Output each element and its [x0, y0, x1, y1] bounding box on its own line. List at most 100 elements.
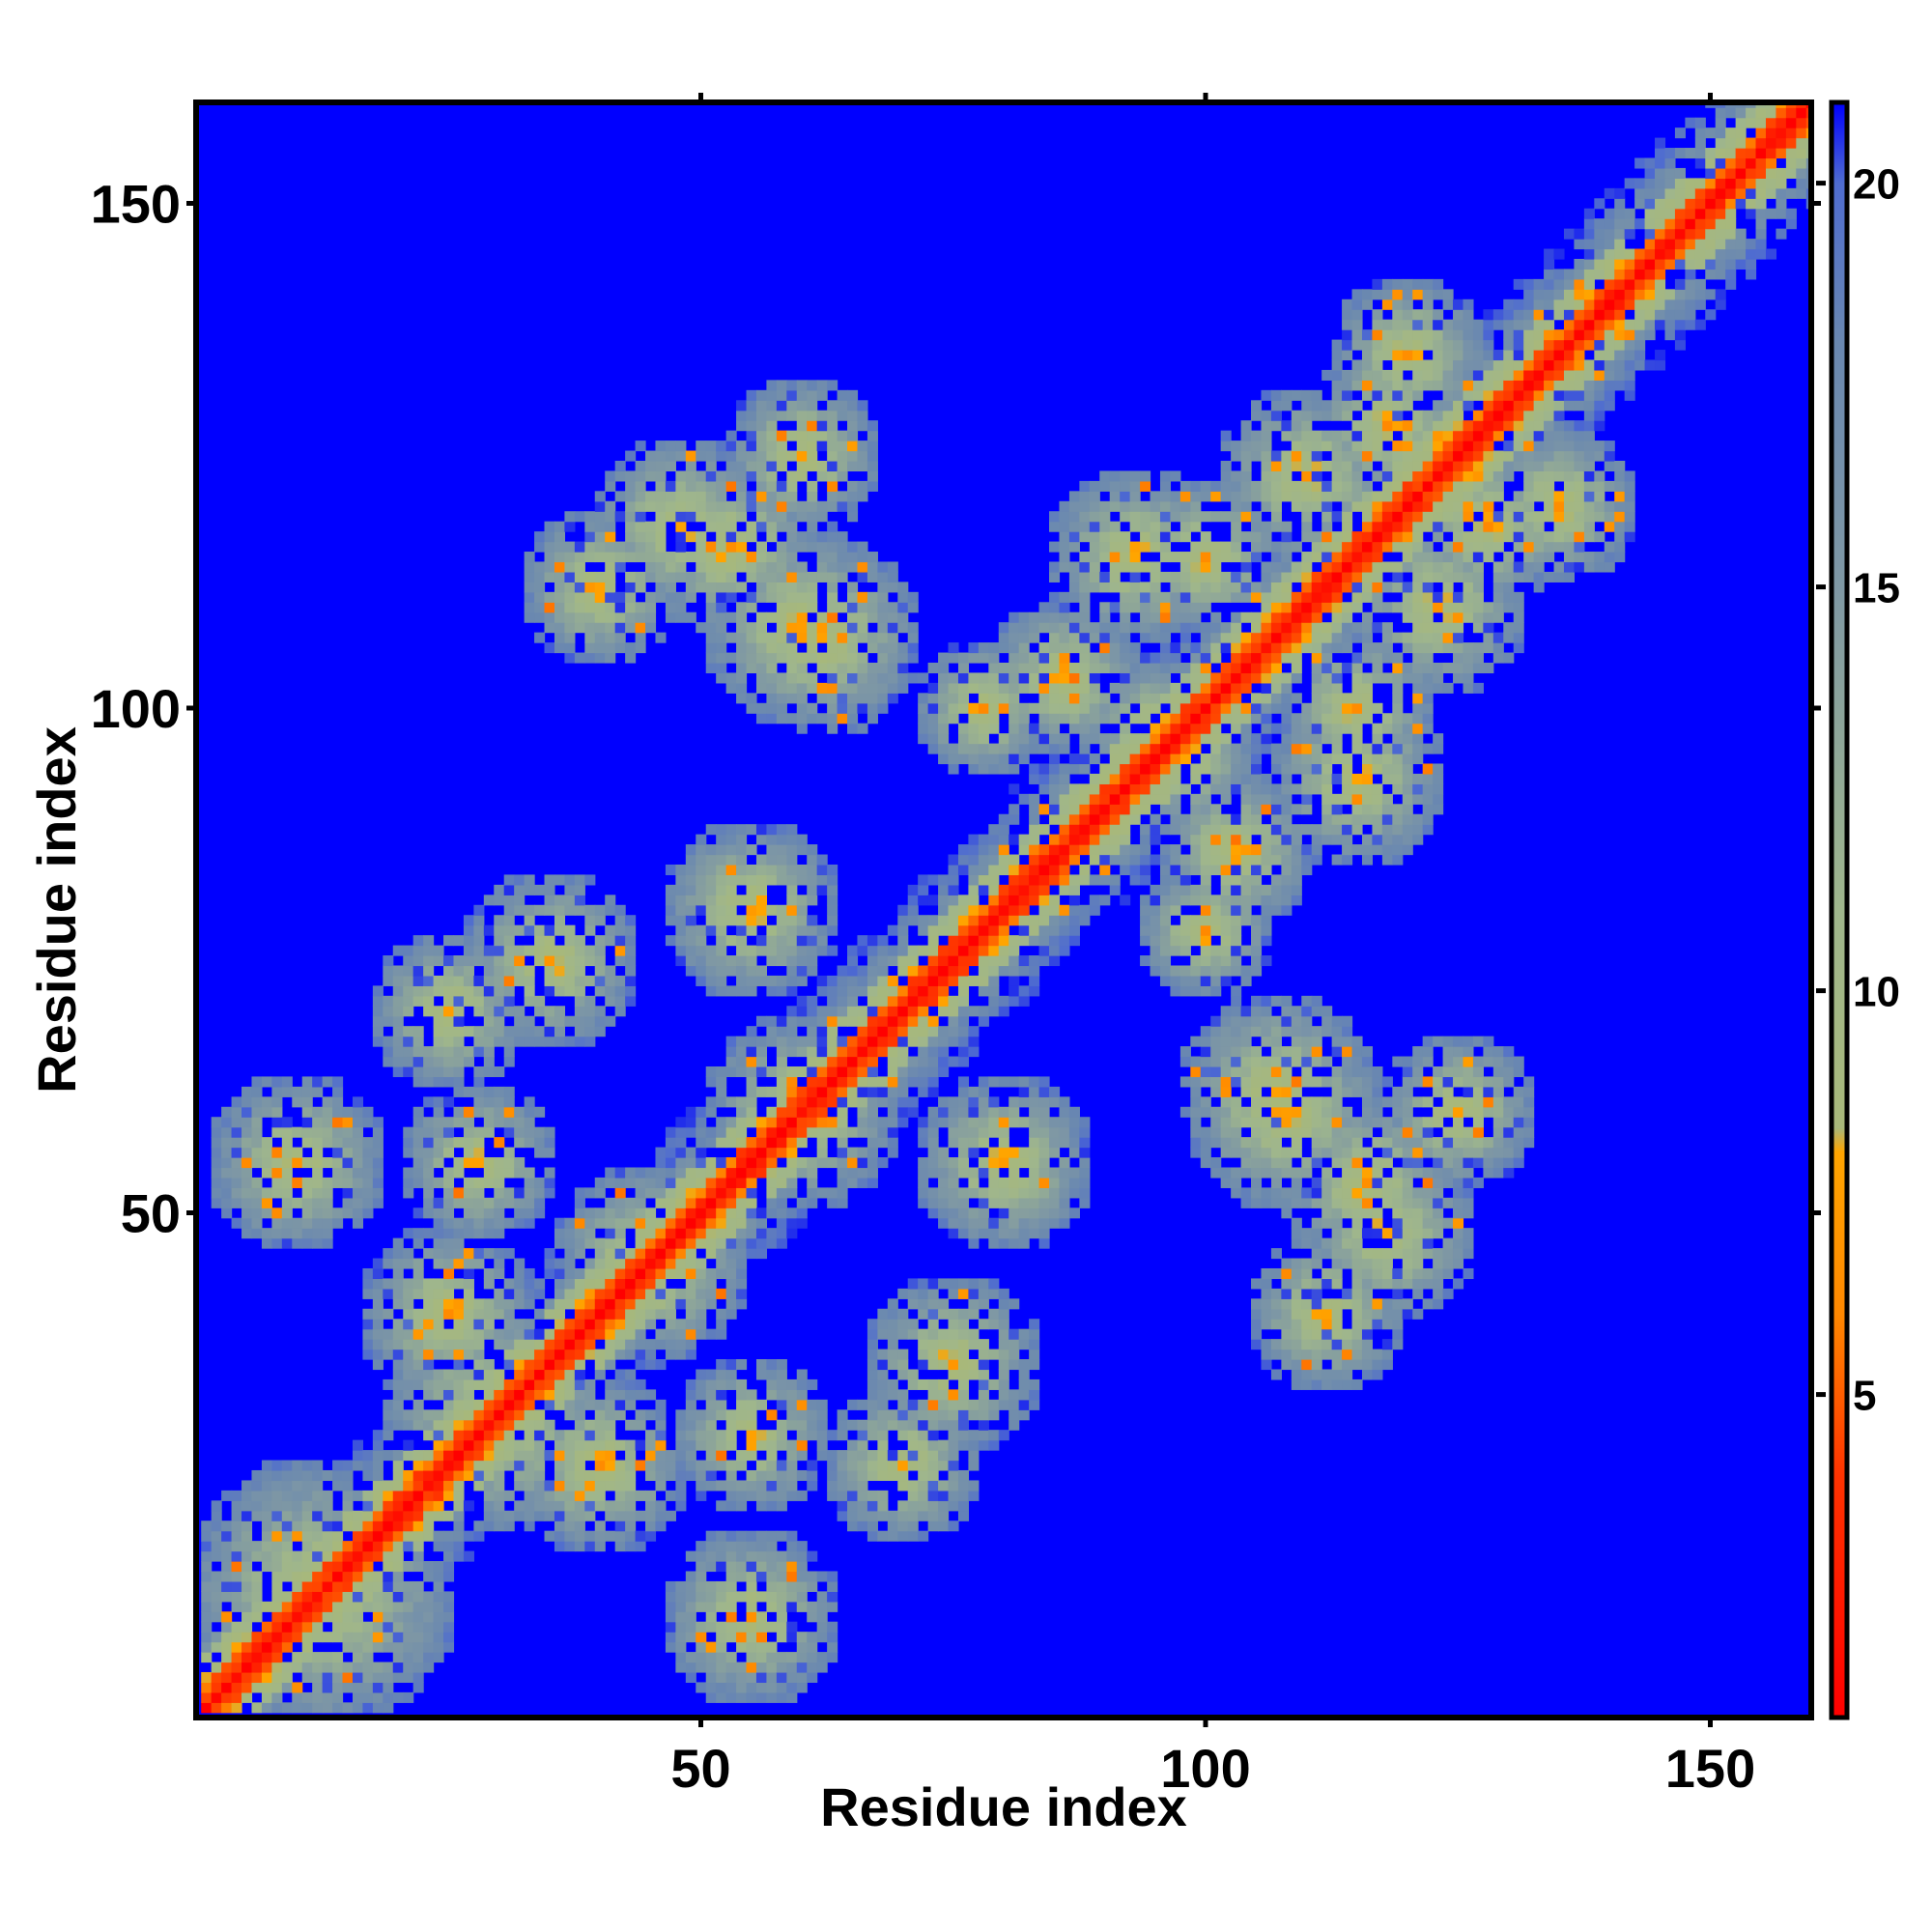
heatmap-cell — [705, 854, 717, 866]
heatmap-cell — [736, 1288, 748, 1299]
heatmap-cell — [816, 874, 828, 886]
heatmap-cell — [574, 1248, 585, 1260]
heatmap-cell — [242, 1217, 253, 1229]
heatmap-cell — [816, 1632, 828, 1643]
heatmap-cell — [978, 1439, 989, 1451]
heatmap-cell — [1059, 1137, 1070, 1149]
heatmap-cell — [807, 531, 818, 543]
heatmap-cell — [1068, 561, 1080, 573]
heatmap-cell — [544, 1258, 555, 1269]
heatmap-cell — [877, 1389, 889, 1401]
heatmap-cell — [614, 1541, 626, 1552]
heatmap-cell — [261, 1228, 272, 1239]
heatmap-cell — [301, 1106, 313, 1118]
heatmap-cell — [574, 935, 585, 947]
heatmap-cell — [1068, 1126, 1080, 1138]
heatmap-cell — [847, 1480, 859, 1492]
heatmap-cell — [221, 1662, 233, 1673]
heatmap-cell — [766, 1147, 778, 1158]
heatmap-cell — [725, 895, 737, 906]
heatmap-cell — [201, 1632, 213, 1643]
heatmap-cell — [847, 450, 859, 462]
heatmap-cell — [665, 1147, 676, 1158]
heatmap-cell — [957, 723, 970, 734]
heatmap-cell — [635, 1217, 646, 1229]
heatmap-cell — [614, 1369, 626, 1380]
heatmap-cell — [1038, 884, 1050, 895]
heatmap-cell — [705, 1419, 717, 1431]
heatmap-cell — [372, 1187, 384, 1199]
heatmap-cell — [1009, 1409, 1020, 1421]
heatmap-cell — [857, 480, 868, 492]
heatmap-cell — [857, 1167, 868, 1179]
heatmap-cell — [524, 1096, 535, 1108]
heatmap-cell — [332, 1611, 344, 1623]
heatmap-cell — [827, 591, 838, 603]
heatmap-cell — [957, 1308, 970, 1320]
heatmap-cell — [907, 1510, 919, 1521]
heatmap-cell — [998, 702, 1009, 714]
heatmap-cell — [1038, 1096, 1050, 1108]
heatmap-cell — [292, 1611, 303, 1623]
heatmap-cell — [938, 1208, 950, 1219]
heatmap-cell — [736, 611, 748, 623]
heatmap-cell — [867, 1147, 878, 1158]
heatmap-cell — [544, 985, 555, 997]
heatmap-cell — [564, 985, 576, 997]
heatmap-cell — [473, 975, 485, 986]
heatmap-cell — [776, 975, 787, 986]
heatmap-cell — [503, 1409, 515, 1421]
heatmap-cell — [534, 1036, 546, 1047]
heatmap-cell — [352, 1641, 364, 1653]
heatmap-cell — [463, 1258, 474, 1269]
heatmap-cell — [776, 874, 787, 886]
heatmap-cell — [271, 1691, 283, 1703]
heatmap-cell — [978, 1086, 989, 1097]
heatmap-cell — [574, 571, 585, 582]
heatmap-cell — [312, 1632, 324, 1643]
heatmap-cell — [857, 1469, 868, 1482]
heatmap-cell — [312, 1106, 324, 1118]
heatmap-cell — [725, 1359, 737, 1371]
heatmap-cell — [968, 1106, 980, 1118]
heatmap-cell — [877, 702, 889, 714]
heatmap-cell — [1029, 1086, 1040, 1097]
heatmap-cell — [1018, 622, 1030, 634]
heatmap-cell — [554, 1480, 566, 1492]
heatmap-cell — [534, 632, 546, 643]
heatmap-cell — [1068, 1137, 1080, 1149]
heatmap-cell — [383, 1419, 394, 1431]
heatmap-cell — [1089, 844, 1100, 856]
heatmap-cell — [584, 1278, 596, 1290]
heatmap-cell — [412, 935, 424, 947]
heatmap-cell — [261, 1106, 272, 1118]
heatmap-cell — [1049, 662, 1061, 674]
heatmap-cell — [927, 1298, 939, 1310]
heatmap-cell — [312, 1591, 324, 1603]
heatmap-cell — [1089, 824, 1100, 836]
heatmap-cell — [1049, 915, 1061, 926]
heatmap-cell — [736, 662, 748, 674]
heatmap-cell — [1059, 591, 1070, 603]
heatmap-cell — [372, 1288, 384, 1299]
heatmap-cell — [372, 1339, 384, 1350]
heatmap-cell — [696, 924, 707, 936]
heatmap-cell — [847, 480, 859, 492]
heatmap-cell — [412, 1450, 424, 1462]
heatmap-cell — [755, 632, 768, 643]
heatmap-cell — [1089, 682, 1100, 694]
heatmap-cell — [483, 1490, 495, 1501]
heatmap-cell — [827, 884, 838, 895]
heatmap-cell — [332, 1621, 344, 1633]
heatmap-cell — [494, 1167, 505, 1179]
heatmap-cell — [564, 1319, 576, 1330]
heatmap-cell — [827, 460, 838, 472]
heatmap-cell — [998, 1177, 1009, 1188]
heatmap-cell — [625, 1319, 637, 1330]
heatmap-cell — [786, 924, 798, 936]
heatmap-cell — [473, 1450, 485, 1462]
heatmap-cell — [1059, 924, 1070, 936]
heatmap-cell — [938, 1439, 950, 1451]
heatmap-cell — [918, 672, 929, 684]
heatmap-cell — [1049, 571, 1061, 582]
